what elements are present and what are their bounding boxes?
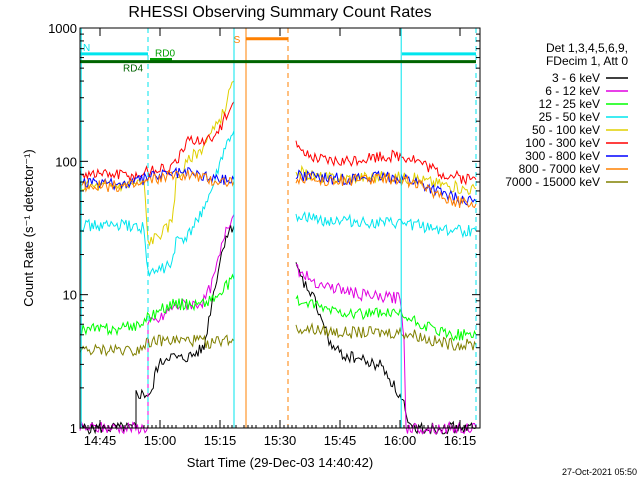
timestamp: 27-Oct-2021 05:50 (562, 467, 637, 477)
series-line-2-part-1 (79, 214, 235, 435)
flag-label-5: S (234, 35, 241, 46)
legend-label-1: 3 - 6 keV (552, 71, 600, 85)
series-line-3-part-2 (295, 294, 477, 342)
flag-label-3: RD0 (155, 49, 175, 60)
legend-label-7: 300 - 800 keV (525, 149, 600, 163)
series-line-8-part-1 (79, 169, 235, 193)
x-tick-label-4: 15:30 (264, 433, 297, 448)
legend-title-1: Det 1,3,4,5,6,9, (546, 41, 628, 55)
series-line-1-part-2 (295, 262, 477, 435)
x-tick-label-2: 15:00 (144, 433, 177, 448)
legend-label-4: 25 - 50 keV (539, 110, 600, 124)
y-tick-label-3: 100 (55, 154, 77, 169)
series-line-2-part-2 (295, 263, 477, 435)
legend-title-2: FDecim 1, Att 0 (546, 54, 628, 68)
legend-label-2: 6 - 12 keV (545, 84, 600, 98)
series-line-8-part-2 (295, 172, 477, 209)
legend-label-9: 7000 - 15000 keV (505, 175, 600, 189)
series-line-4-part-2 (295, 211, 477, 239)
legend-label-3: 12 - 25 keV (539, 97, 600, 111)
vline-layer (80, 28, 477, 428)
flag-label-1: N (83, 43, 90, 54)
series-line-6-part-2 (295, 140, 477, 186)
series-line-9-part-1 (79, 334, 235, 357)
x-tick-label-3: 15:15 (204, 433, 237, 448)
series-line-6-part-1 (79, 101, 235, 182)
y-tick-label-1: 1 (70, 421, 77, 436)
series-line-7-part-2 (295, 169, 477, 207)
flag-label-4: RD4 (123, 64, 143, 75)
y-axis-label: Count Rate (s⁻¹ detector⁻¹) (21, 149, 36, 307)
series-line-4-part-1 (79, 130, 235, 278)
series-line-5-part-1 (79, 80, 235, 247)
tick-layer: 14:45 15:00 15:15 15:30 15:45 16:00 16:15 1 10 10… (48, 21, 480, 448)
series-line-3-part-1 (79, 273, 235, 337)
x-tick-label-5: 15:45 (324, 433, 357, 448)
legend-label-5: 50 - 100 keV (532, 123, 600, 137)
x-tick-label-6: 16:00 (384, 433, 417, 448)
series-layer (79, 80, 477, 435)
legend-label-8: 800 - 7000 keV (519, 162, 600, 176)
y-tick-label-2: 10 (63, 288, 77, 303)
x-tick-label-7: 16:15 (444, 433, 477, 448)
legend-label-6: 100 - 300 keV (525, 136, 600, 150)
series-line-9-part-2 (295, 322, 477, 351)
series-line-1-part-1 (79, 224, 235, 435)
y-tick-label-4: 1000 (48, 21, 77, 36)
chart-title: RHESSI Observing Summary Count Rates (128, 4, 431, 21)
x-tick-label-1: 14:45 (84, 433, 117, 448)
flag-layer: N RD0 RD4 S (80, 35, 476, 75)
x-axis-label: Start Time (29-Dec-03 14:40:42) (187, 455, 373, 470)
